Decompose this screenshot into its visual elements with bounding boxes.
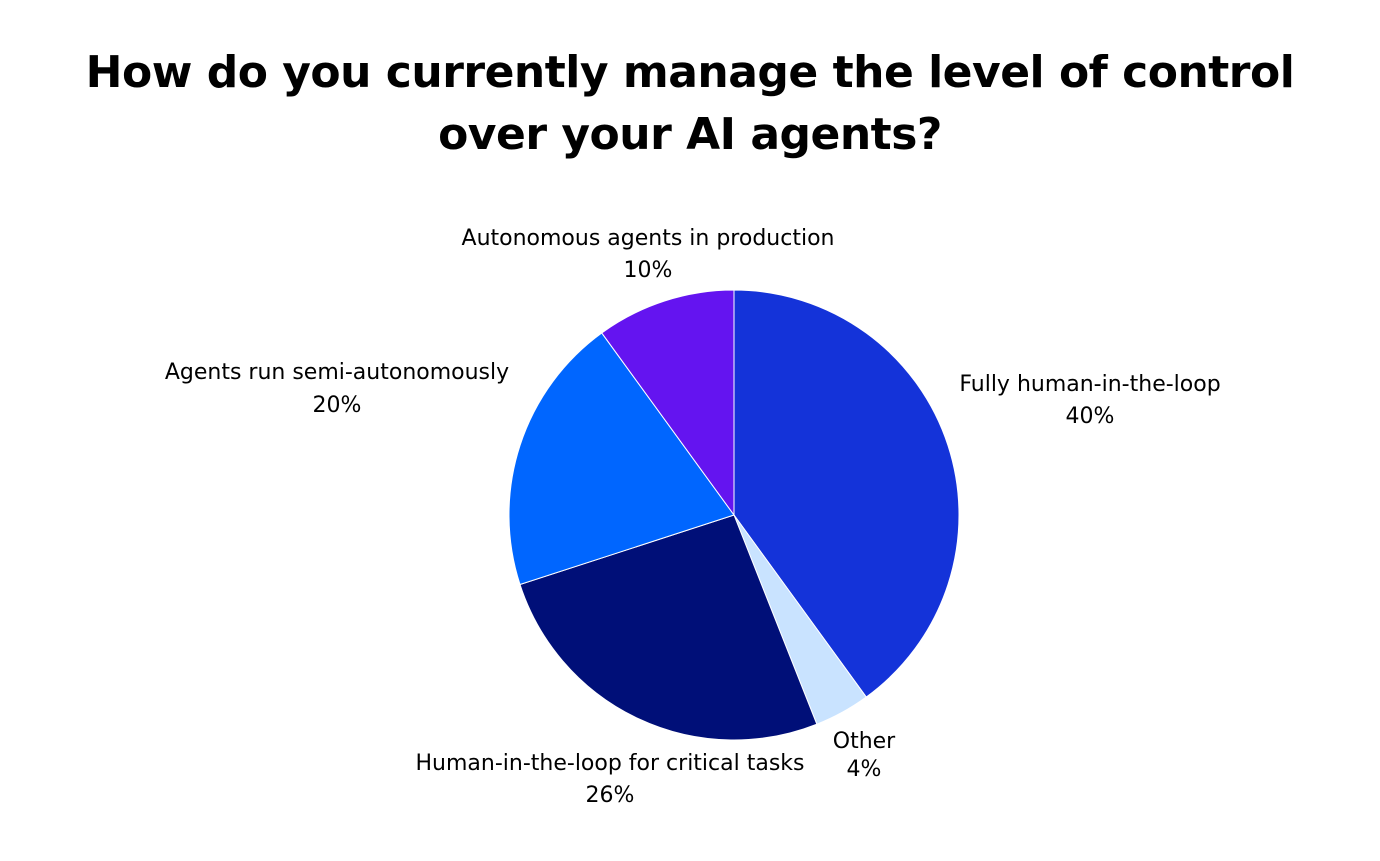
pie-labels: Fully human-in-the-loop 40% Other 4% Human-i…: [165, 226, 1221, 808]
slice-value-1: 40%: [1066, 404, 1115, 429]
pie-slice-3: [519, 514, 818, 741]
slice-value-5: 10%: [624, 258, 673, 283]
slice-label-1: Fully human-in-the-loop: [959, 372, 1220, 397]
slice-value-3: 26%: [586, 783, 635, 808]
slice-value-2: 4%: [847, 757, 882, 782]
chart-title: How do you currently manage the level of…: [85, 47, 1295, 160]
slice-label-2: Other: [833, 729, 896, 754]
pie-slice-5: [601, 289, 735, 517]
pie-slices: [508, 289, 960, 741]
slice-label-5: Autonomous agents in production: [462, 226, 835, 251]
slice-label-3: Human-in-the-loop for critical tasks: [416, 751, 805, 776]
pie-slice-4: [508, 332, 735, 586]
slice-value-4: 20%: [313, 393, 362, 418]
pie-slice-1: [733, 289, 960, 698]
slice-label-4: Agents run semi-autonomously: [165, 360, 509, 385]
